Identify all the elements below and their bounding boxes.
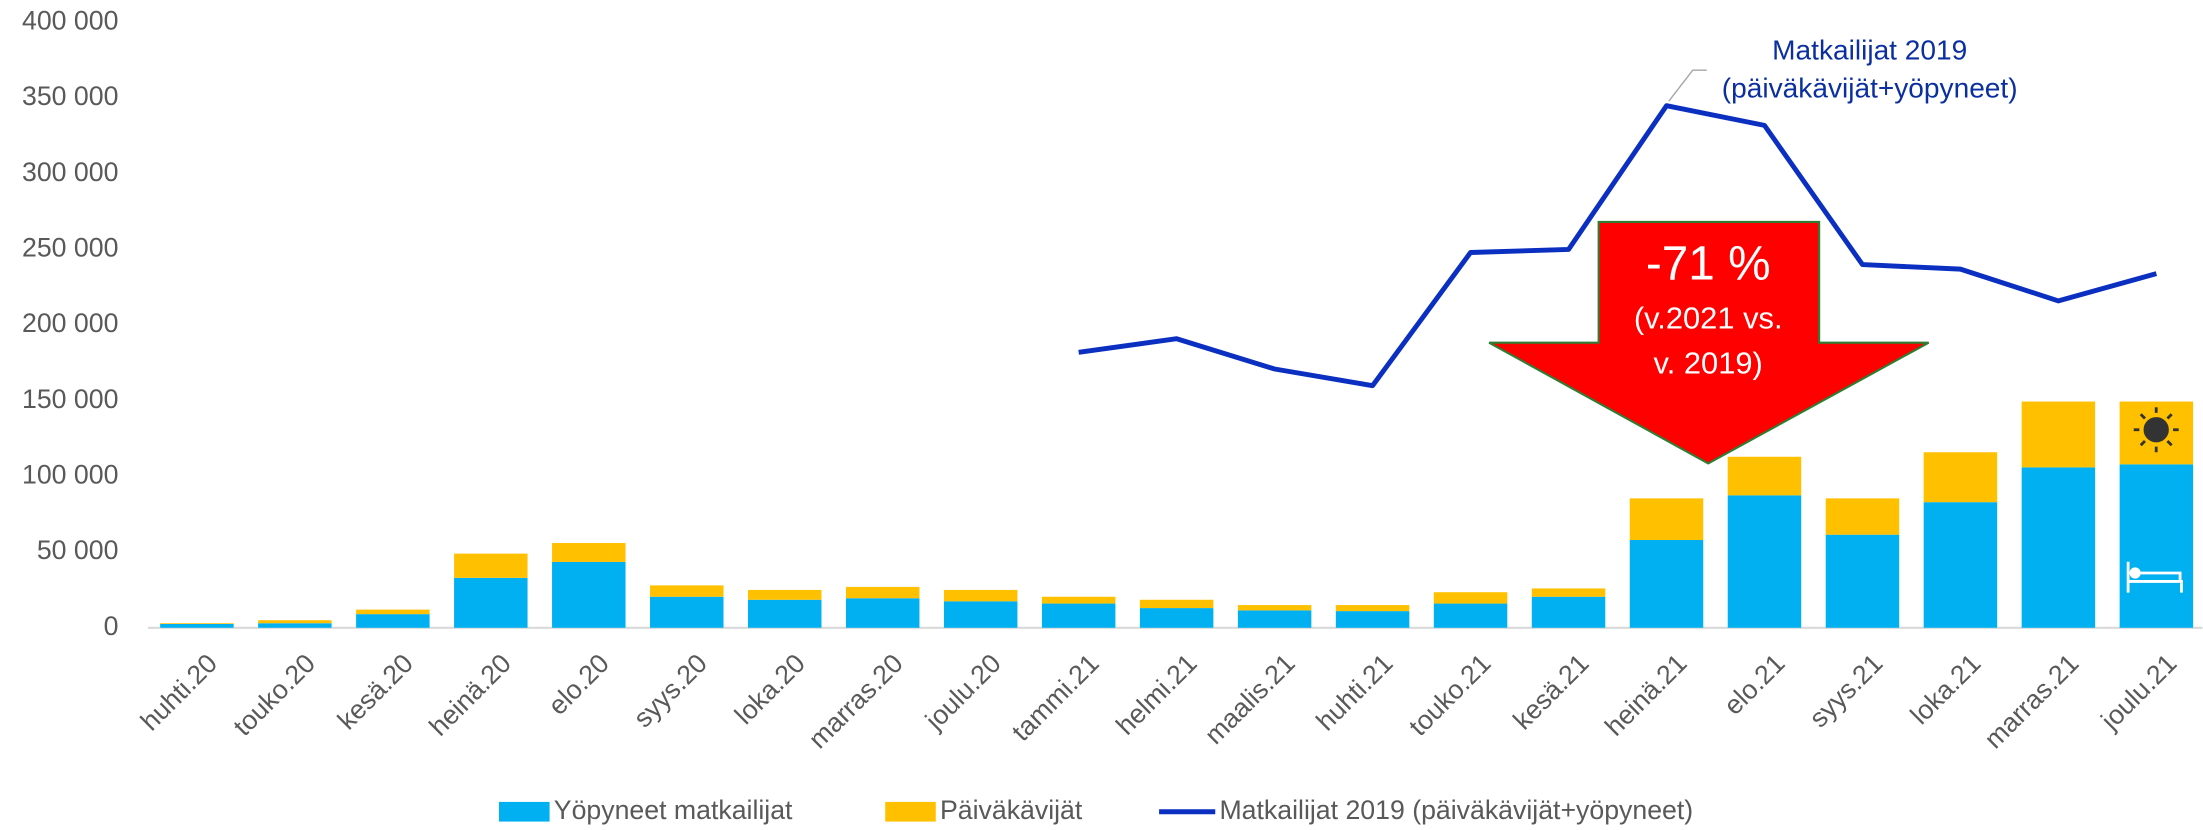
line-label: Matkailijat 2019 [1772, 34, 1967, 65]
y-tick-label: 350 000 [22, 81, 118, 111]
x-tick-label: elo.21 [1718, 648, 1791, 721]
bar [552, 561, 626, 628]
x-tick-label: heinä.21 [1599, 648, 1693, 742]
bar [1629, 498, 1704, 540]
y-tick-label: 300 000 [22, 157, 118, 187]
bar [356, 614, 430, 628]
bar [845, 586, 920, 599]
x-tick-label: marras.21 [1978, 648, 2084, 754]
y-tick-label: 400 000 [22, 6, 118, 36]
lines [1078, 103, 2158, 389]
bar [454, 577, 528, 628]
bar [1727, 456, 1802, 496]
y-tick-label: 0 [104, 611, 119, 641]
x-tick-label: huhti.21 [1310, 648, 1398, 736]
y-tick-label: 200 000 [22, 308, 118, 338]
legend-label: Yöpyneet matkailijat [554, 795, 793, 825]
legend-label: Matkailijat 2019 (päiväkävijät+yöpyneet) [1219, 795, 1693, 825]
bar [943, 601, 1018, 628]
x-tick-label: kesä.21 [1507, 648, 1594, 735]
bar [356, 609, 430, 615]
x-tick-label: syys.20 [628, 648, 713, 733]
bar [1237, 610, 1312, 628]
x-tick-label: joulu.21 [2094, 648, 2182, 736]
x-tick-label: tammi.21 [1006, 648, 1105, 747]
x-tick-label: joulu.20 [919, 648, 1007, 736]
x-tick-label: elo.20 [542, 648, 615, 721]
bar [748, 589, 822, 600]
plot [160, 401, 2194, 628]
x-tick-label: heinä.20 [423, 648, 517, 742]
bar [1825, 534, 1900, 628]
bar [845, 598, 920, 628]
y-tick-label: 50 000 [37, 535, 119, 565]
arrow-text: v. 2019) [1654, 345, 1763, 380]
bar [2119, 464, 2194, 628]
x-tick-label: touko.20 [227, 648, 321, 742]
x-tick-label: marras.20 [803, 648, 909, 754]
bar [1629, 539, 1704, 628]
bed-icon [2126, 561, 2183, 593]
bar [748, 599, 822, 628]
bar [650, 585, 724, 597]
bar [943, 589, 1018, 602]
y-tick-label: 250 000 [22, 233, 118, 263]
sun-icon [2133, 407, 2179, 453]
y-tick-label: 150 000 [22, 384, 118, 414]
bar [2021, 467, 2096, 628]
y-tick-label: 100 000 [22, 459, 118, 489]
bar [2021, 401, 2096, 468]
x-tick-label: maalis.21 [1199, 648, 1301, 750]
bar [1237, 605, 1312, 611]
bar [1825, 498, 1900, 535]
bar [160, 623, 234, 628]
bar [1041, 596, 1116, 604]
bar [1335, 611, 1410, 628]
x-tick-label: huhti.20 [135, 648, 223, 736]
bar [1531, 596, 1606, 628]
bar [258, 623, 332, 628]
arrow-text: -71 % [1646, 237, 1771, 290]
x-tick-label: helmi.21 [1110, 648, 1203, 741]
arrow [1488, 220, 1930, 465]
x-tick-label: loka.21 [1904, 648, 1986, 730]
bar [1433, 603, 1508, 628]
bar [1139, 608, 1214, 628]
line [1078, 103, 2158, 389]
x-tick-label: loka.20 [729, 648, 811, 730]
line-label: (päiväkävijät+yöpyneet) [1722, 72, 2018, 103]
bar [1531, 588, 1606, 597]
bar [454, 553, 528, 578]
bar [1727, 495, 1802, 628]
bar [1139, 599, 1214, 609]
leader-line [1668, 69, 1707, 102]
bar [258, 620, 332, 624]
bar [1041, 603, 1116, 628]
legend-swatch [885, 801, 936, 822]
legend: Yöpyneet matkailijat Päiväkävijät Matkaili… [499, 795, 1693, 825]
x-tick-label: touko.21 [1403, 648, 1497, 742]
bar [1923, 502, 1998, 628]
legend-label: Päiväkävijät [940, 795, 1083, 825]
x-tick-label: kesä.20 [332, 648, 419, 735]
arrow-text: (v.2021 vs. [1634, 300, 1783, 335]
legend-swatch [499, 801, 550, 822]
bar [650, 596, 724, 628]
bar [1335, 605, 1410, 612]
bar [1923, 452, 1998, 503]
bar [160, 623, 234, 624]
bar [552, 543, 626, 562]
x-tick-label: syys.21 [1803, 648, 1888, 733]
bar [1433, 592, 1508, 604]
